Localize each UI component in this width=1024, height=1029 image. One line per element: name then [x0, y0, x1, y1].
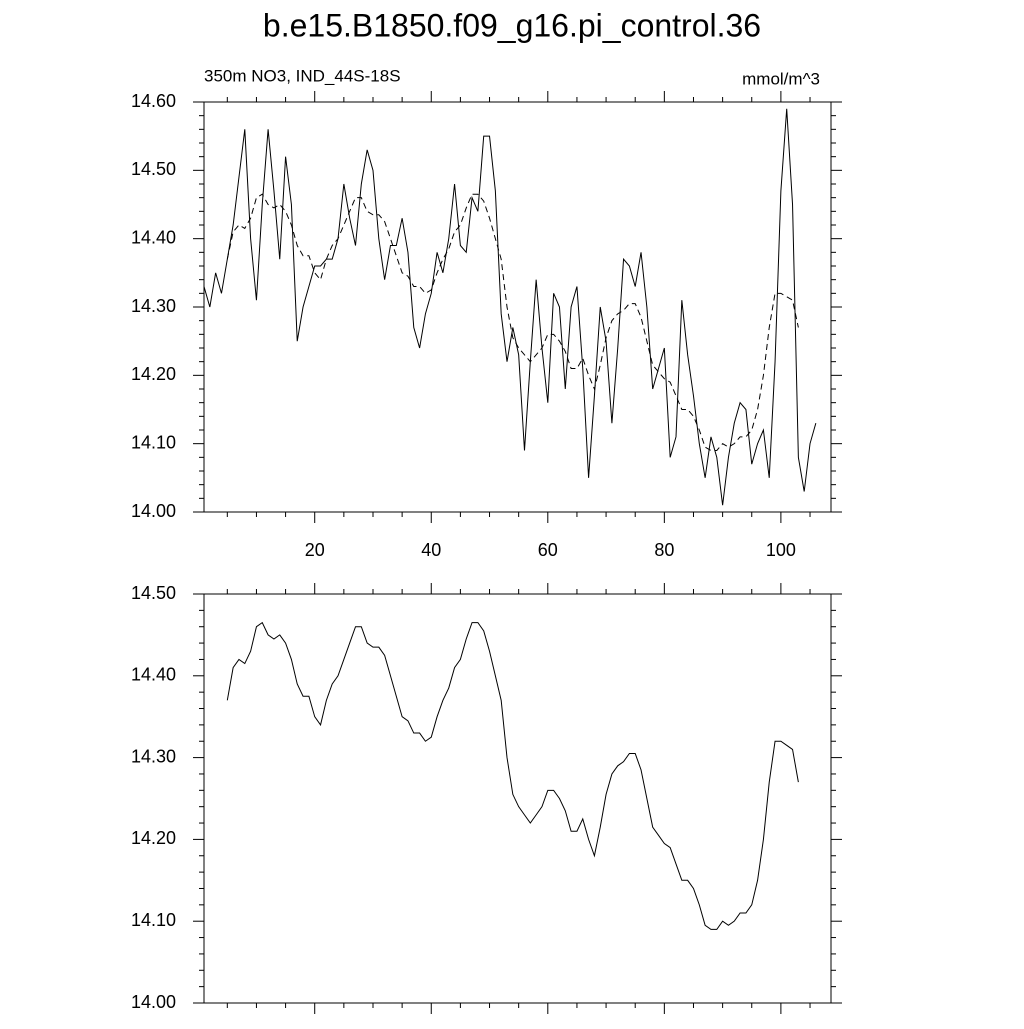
series-line — [226, 621, 799, 930]
plot-frame — [203, 593, 832, 1004]
series-line — [203, 108, 817, 506]
y-tick-label: 14.10 — [131, 432, 176, 452]
x-tick-label: 80 — [654, 540, 674, 560]
y-tick-label: 14.50 — [131, 159, 176, 179]
units-label: mmol/m^3 — [742, 69, 820, 88]
y-tick-label: 14.00 — [131, 501, 176, 521]
series-line — [226, 193, 799, 451]
y-tick-label: 14.10 — [131, 910, 176, 930]
y-tick-label: 14.50 — [131, 583, 176, 603]
y-tick-label: 14.40 — [131, 227, 176, 247]
y-tick-label: 14.20 — [131, 364, 176, 384]
y-tick-label: 14.00 — [131, 992, 176, 1012]
x-tick-label: 60 — [538, 540, 558, 560]
y-tick-label: 14.60 — [131, 91, 176, 111]
x-tick-label: 20 — [305, 540, 325, 560]
subtitle: 350m NO3, IND_44S-18S — [204, 66, 401, 85]
y-tick-label: 14.30 — [131, 296, 176, 316]
y-tick-label: 14.40 — [131, 665, 176, 685]
y-tick-label: 14.30 — [131, 746, 176, 766]
chart-title: b.e15.B1850.f09_g16.pi_control.36 — [263, 7, 761, 43]
x-tick-label: 40 — [421, 540, 441, 560]
plot-frame — [203, 101, 832, 513]
y-tick-label: 14.20 — [131, 828, 176, 848]
x-tick-label: 100 — [766, 540, 796, 560]
